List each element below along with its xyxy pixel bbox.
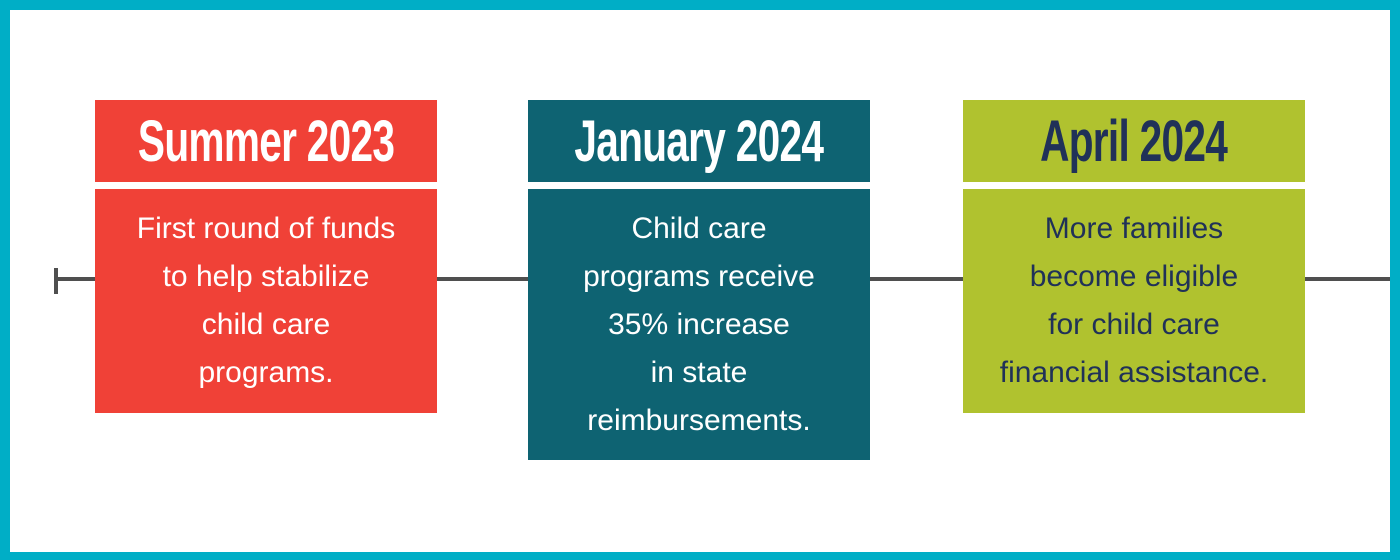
timeline-card-january-2024: January 2024 Child care programs receive…	[528, 100, 870, 460]
card-date-label: Summer 2023	[137, 108, 395, 174]
card-date-label: January 2024	[574, 108, 825, 174]
card-date-header: April 2024	[963, 100, 1305, 182]
card-date-header: Summer 2023	[95, 100, 437, 182]
timeline-start-tick	[54, 268, 58, 294]
card-description: First round of funds to help stabilize c…	[95, 189, 437, 413]
timeline-card-april-2024: April 2024 More families become eligible…	[963, 100, 1305, 413]
card-date-header: January 2024	[528, 100, 870, 182]
timeline-card-summer-2023: Summer 2023 First round of funds to help…	[95, 100, 437, 413]
card-description: Child care programs receive 35% increase…	[528, 189, 870, 460]
card-date-label: April 2024	[1040, 108, 1228, 174]
card-description: More families become eligible for child …	[963, 189, 1305, 413]
